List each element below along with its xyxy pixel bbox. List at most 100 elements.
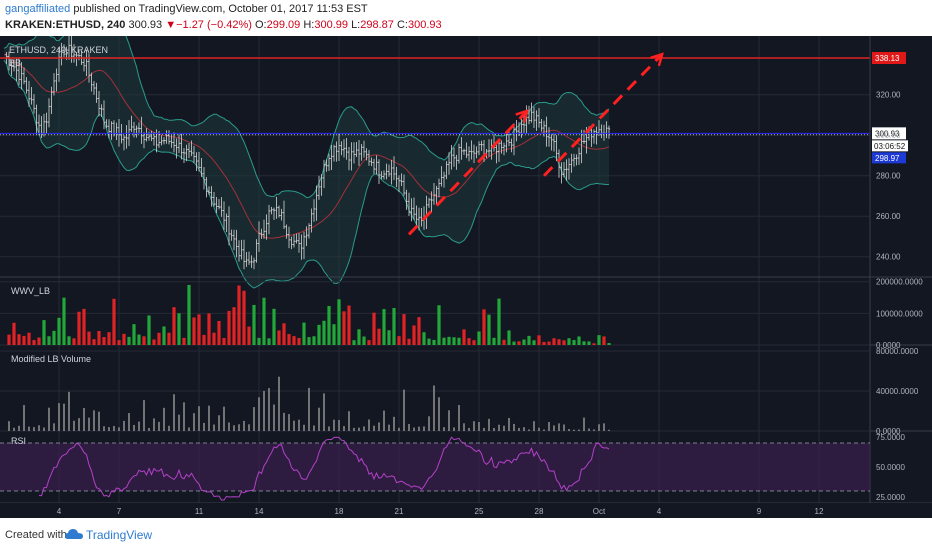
modified-volume-bar (238, 424, 240, 431)
volume-bar (447, 336, 451, 345)
volume-bars-group (7, 284, 611, 345)
volume-bar (512, 341, 516, 345)
modified-volume-bar (603, 423, 605, 431)
rsi-axis-tick-label: 50.0000 (876, 463, 905, 472)
modified-volume-bar (313, 425, 315, 431)
volume-bar (392, 307, 396, 345)
modified-volume-bar (338, 420, 340, 431)
volume-bar (467, 338, 471, 345)
modified-volume-bar (348, 411, 350, 431)
modified-volume-bar (453, 427, 455, 431)
volume-bar (342, 311, 346, 345)
modified-volume-bar (78, 418, 80, 431)
chart-header: gangaffiliated published on TradingView.… (0, 0, 932, 36)
volume-axis-tick-label: 0.0000 (876, 341, 901, 350)
volume-bar (332, 324, 336, 345)
modified-volume-bar (268, 388, 270, 431)
modified-volume-bar (328, 426, 330, 431)
volume-bar (472, 340, 476, 345)
volume-bar (407, 338, 411, 345)
modified-volume-bar (103, 426, 105, 431)
volume-bar (487, 314, 491, 345)
volume-bar (197, 314, 201, 345)
author-link[interactable]: gangaffiliated (5, 3, 71, 15)
modified-volume-pane-legend: Modified LB Volume (11, 354, 91, 364)
rsi-band (0, 443, 870, 491)
bollinger-fill (4, 36, 609, 289)
low-value: 298.87 (360, 19, 394, 31)
tradingview-brand[interactable]: TradingView (86, 528, 153, 542)
volume-bar (292, 336, 296, 345)
modified-volume-bar (588, 428, 590, 431)
volume-bar (52, 330, 56, 345)
volume-bar (522, 339, 526, 345)
modified-volume-bar (383, 410, 385, 431)
volume-bar (417, 317, 421, 345)
bb-indicator-legend: BB (9, 58, 21, 68)
modified-volume-bar (53, 423, 55, 431)
volume-bar (402, 314, 406, 345)
modified-volume-bar (248, 424, 250, 431)
countdown-label: 03:06:52 (874, 142, 906, 151)
volume-bar (207, 313, 211, 345)
modified-volume-bar (278, 376, 280, 431)
volume-bar (587, 341, 591, 345)
low-label: L: (351, 19, 361, 31)
modified-volume-bar (593, 429, 595, 431)
volume-bar (412, 325, 416, 345)
modified-volume-bar (208, 405, 210, 431)
volume-bar (187, 284, 191, 345)
volume-bar (582, 341, 586, 345)
price-axis-tick-label: 280.00 (876, 172, 901, 181)
high-value: 300.99 (314, 19, 348, 31)
modified-volume-bar (213, 424, 215, 431)
modified-volume-bar (488, 418, 490, 431)
volume-bar (82, 308, 86, 345)
volume-bar (557, 339, 561, 345)
modified-volume-bar (528, 429, 530, 431)
time-axis-tick-label: 14 (255, 507, 264, 516)
volume-bar (382, 309, 386, 345)
modified-volume-bar (228, 422, 230, 431)
volume-bar (267, 338, 271, 345)
volume-bar (562, 340, 566, 345)
volume-bar (347, 305, 351, 345)
modified-volume-bar (188, 427, 190, 431)
modified-volume-bar (113, 425, 115, 431)
volume-bar (592, 343, 596, 345)
modified-volume-bar (513, 423, 515, 431)
volume-bar (142, 336, 146, 345)
high-label: H: (303, 19, 315, 31)
modified-volume-bar (318, 407, 320, 431)
volume-bar (22, 335, 26, 345)
modified-volume-bar (503, 425, 505, 431)
modified-volume-bar (83, 408, 85, 431)
volume-bar (92, 339, 96, 345)
volume-bar (377, 328, 381, 345)
publish-line: gangaffiliated published on TradingView.… (5, 3, 368, 15)
modified-volume-bar (303, 424, 305, 431)
time-axis-tick-label: 9 (757, 507, 762, 516)
modified-volume-bar (373, 425, 375, 431)
modified-volume-bar (93, 410, 95, 431)
modified-volume-bar (393, 416, 395, 431)
chart-canvas[interactable]: 338.13 300.93 03:06:52 298.97 240.00 260.00 28… (0, 36, 932, 518)
modified-volume-bar (343, 426, 345, 431)
volume-bar (482, 309, 486, 345)
modified-volume-bar (118, 427, 120, 431)
modified-volume-bar (493, 427, 495, 431)
volume-bar (72, 338, 76, 345)
modified-volume-axis-tick-label: 0.0000 (876, 427, 901, 436)
volume-bar (492, 337, 496, 345)
modified-volume-bar (323, 393, 325, 431)
volume-bar (62, 297, 66, 345)
volume-bar (352, 340, 356, 345)
time-axis-tick-label: Oct (593, 507, 606, 516)
modified-volume-bar (308, 387, 310, 431)
volume-bar (262, 297, 266, 345)
modified-volume-bar (378, 422, 380, 431)
volume-bar (132, 324, 136, 345)
modified-volume-bar (143, 400, 145, 431)
volume-bar (12, 322, 16, 345)
volume-bar (427, 338, 431, 345)
